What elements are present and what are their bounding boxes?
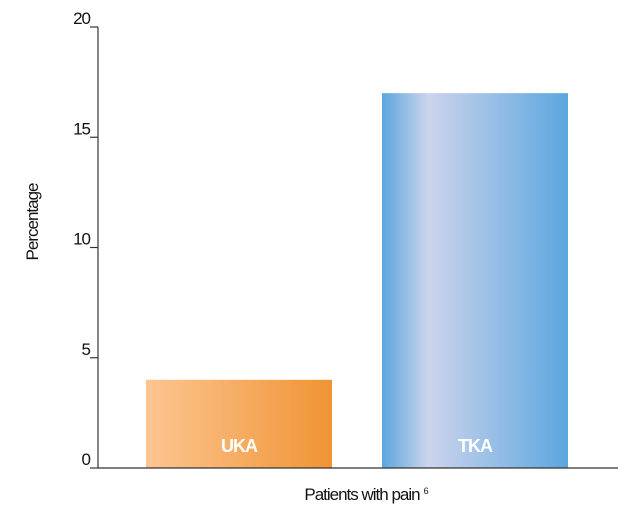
x-axis-title-superscript: 6 bbox=[424, 486, 429, 496]
bar-uka bbox=[146, 379, 332, 468]
y-axis-ticks: 0 5 10 15 20 bbox=[73, 9, 98, 469]
bar-label-tka: TKA bbox=[458, 436, 493, 456]
bar-tka bbox=[382, 93, 568, 469]
bars-group: UKA TKA bbox=[146, 93, 568, 469]
x-axis-title-text: Patients with pain bbox=[304, 485, 420, 504]
y-axis-title: Percentage bbox=[23, 183, 42, 260]
x-axis-title: Patients with pain 6 bbox=[304, 485, 428, 504]
y-tick-label: 0 bbox=[82, 450, 91, 469]
y-tick-label: 15 bbox=[73, 119, 90, 138]
bar-label-uka: UKA bbox=[221, 436, 258, 456]
y-tick-label: 5 bbox=[82, 340, 91, 359]
y-tick-label: 10 bbox=[73, 230, 90, 249]
y-tick-label: 20 bbox=[73, 9, 90, 28]
